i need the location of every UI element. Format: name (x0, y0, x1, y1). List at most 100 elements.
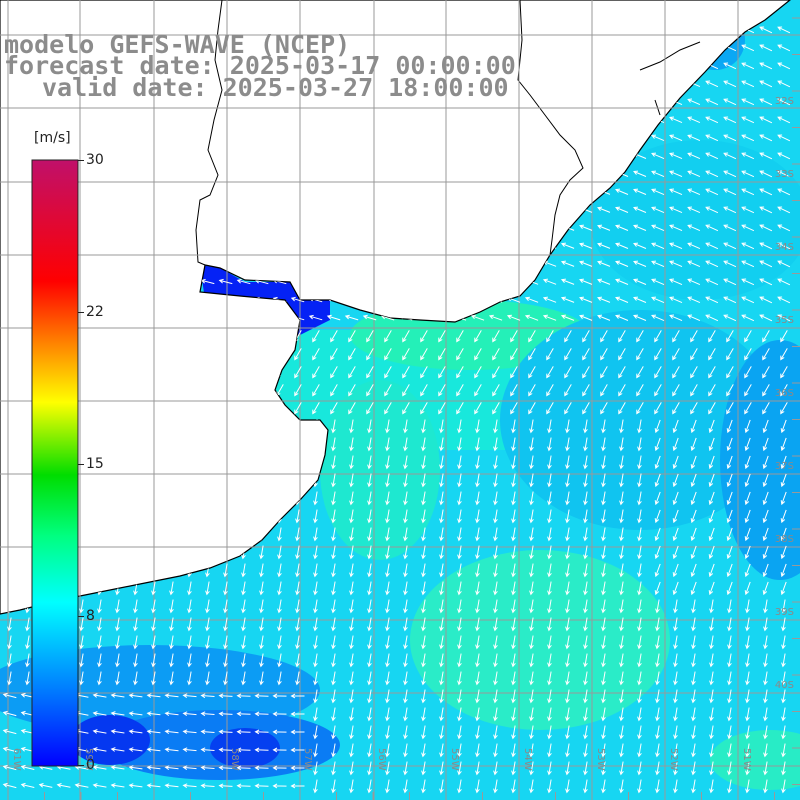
wind-arrow (133, 599, 138, 614)
valid-date: valid date: 2025-03-27 18:00:00 (42, 73, 509, 102)
wind-arrow (439, 635, 444, 650)
wind-arrow (367, 473, 372, 488)
wind-arrow (241, 653, 246, 668)
wind-arrow (493, 563, 498, 578)
wind-arrow (709, 671, 714, 686)
wind-arrow (654, 402, 662, 415)
wind-arrow (741, 116, 755, 124)
wind-arrow (439, 671, 444, 686)
wind-arrow (493, 599, 498, 614)
wind-arrow (421, 635, 426, 650)
wind-arrow (741, 152, 755, 160)
lon-label: 57W (302, 748, 313, 771)
wind-arrow (651, 206, 665, 214)
wind-arrow (200, 729, 215, 735)
wind-arrow (705, 170, 719, 178)
wind-arrow (723, 314, 737, 322)
wind-arrow (259, 653, 264, 668)
wind-arrow (475, 671, 480, 686)
wind-arrow (780, 402, 788, 415)
wind-arrow (295, 581, 300, 596)
wind-arrow (601, 437, 606, 452)
wind-arrow (672, 455, 679, 470)
wind-arrow (475, 599, 480, 614)
wind-arrow (618, 348, 626, 361)
wind-arrow (669, 188, 683, 196)
wind-arrow (331, 725, 336, 740)
wind-arrow (741, 98, 755, 106)
colorbar-tick-mark (78, 312, 84, 313)
wind-arrow (583, 509, 588, 524)
wind-arrow (456, 384, 464, 397)
wind-arrow (651, 296, 665, 304)
wind-arrow (254, 693, 269, 699)
wind-arrow (110, 747, 125, 752)
wind-arrow (601, 635, 606, 650)
wind-arrow (726, 419, 733, 434)
wind-arrow (637, 563, 642, 578)
wind-arrow (762, 545, 769, 560)
wind-arrow (547, 455, 552, 470)
wind-arrow (259, 671, 264, 686)
wind-arrow (565, 437, 570, 452)
wind-arrow (277, 635, 282, 650)
wind-arrow (654, 491, 661, 506)
wind-arrow (457, 545, 462, 560)
wind-arrow (457, 527, 462, 542)
wind-arrow (438, 366, 446, 379)
wind-arrow (349, 473, 354, 488)
wind-arrow (601, 473, 606, 488)
wind-arrow (654, 563, 661, 578)
wind-arrow (2, 692, 17, 699)
wind-arrow (615, 188, 629, 195)
wind-arrow (726, 491, 733, 506)
colorbar-tick-0: 0 (86, 757, 95, 773)
wind-arrow (637, 437, 642, 452)
wind-arrow (691, 653, 696, 668)
wind-arrow (741, 296, 755, 304)
lat-label: 34S (775, 242, 794, 253)
wind-arrow (349, 635, 354, 650)
wind-arrow (565, 635, 570, 650)
wind-arrow (601, 707, 606, 722)
wind-arrow (705, 224, 719, 232)
wind-arrow (529, 545, 534, 560)
wind-arrow (349, 455, 354, 470)
wind-arrow (492, 330, 500, 343)
wind-arrow (421, 563, 426, 578)
wind-arrow (633, 314, 647, 321)
wind-arrow (744, 366, 752, 379)
wind-arrow (637, 455, 642, 470)
wind-arrow (2, 710, 17, 717)
wind-arrow (475, 455, 480, 470)
wind-arrow (367, 581, 372, 596)
wind-arrow (290, 296, 305, 303)
wind-arrow (128, 747, 143, 752)
wind-arrow (92, 729, 107, 734)
wind-arrow (727, 599, 732, 614)
wind-arrow (115, 599, 120, 614)
wind-arrow (294, 384, 302, 397)
border-lines (195, 0, 701, 266)
wind-arrow (723, 98, 737, 106)
wind-arrow (654, 366, 662, 379)
wind-arrow (579, 242, 593, 249)
wind-arrow (582, 330, 590, 343)
wind-arrow (313, 617, 318, 632)
wind-arrow (115, 671, 120, 686)
wind-arrow (745, 779, 750, 794)
wind-arrow (493, 509, 498, 524)
wind-arrow (457, 509, 462, 524)
wind-arrow (708, 563, 715, 578)
wind-arrow (601, 527, 606, 542)
wind-arrow (331, 527, 336, 542)
wind-arrow (723, 224, 737, 232)
wind-arrow (777, 242, 791, 250)
colorbar-tick-15: 15 (86, 456, 104, 472)
wind-arrow (655, 653, 660, 668)
wind-arrow (582, 384, 590, 397)
wind-arrow (420, 384, 428, 397)
wind-arrow (744, 384, 752, 397)
wind-arrow (254, 711, 269, 717)
wind-arrow (367, 707, 372, 722)
